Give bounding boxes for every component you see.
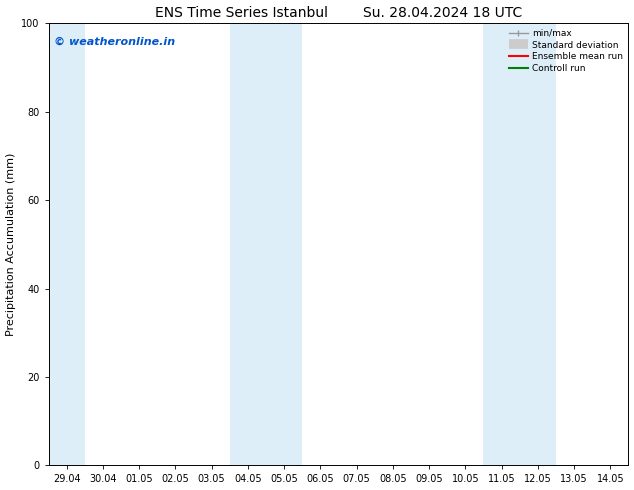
Bar bbox=[230, 24, 302, 465]
Text: © weatheronline.in: © weatheronline.in bbox=[55, 37, 176, 47]
Legend: min/max, Standard deviation, Ensemble mean run, Controll run: min/max, Standard deviation, Ensemble me… bbox=[505, 25, 626, 76]
Bar bbox=[49, 24, 85, 465]
Y-axis label: Precipitation Accumulation (mm): Precipitation Accumulation (mm) bbox=[6, 153, 16, 336]
Title: ENS Time Series Istanbul        Su. 28.04.2024 18 UTC: ENS Time Series Istanbul Su. 28.04.2024 … bbox=[155, 5, 522, 20]
Bar bbox=[484, 24, 556, 465]
